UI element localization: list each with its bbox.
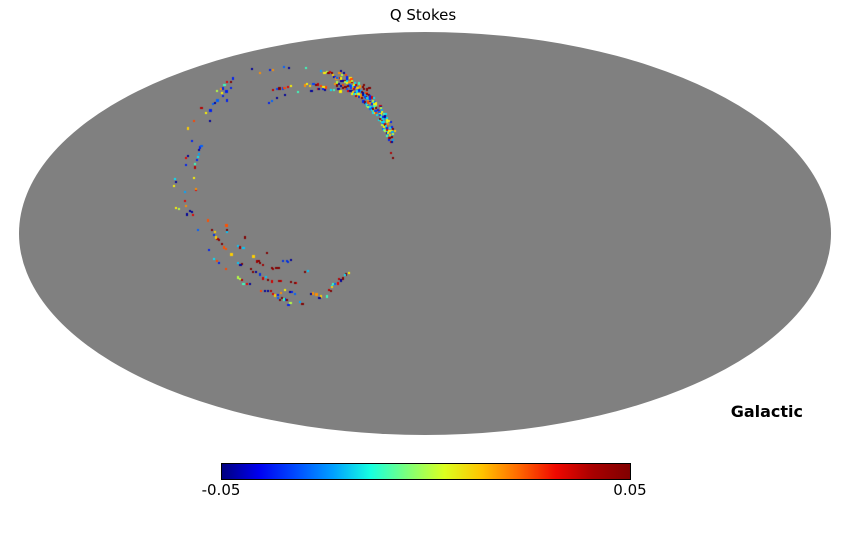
colorbar-max-label: 0.05 xyxy=(613,481,647,499)
colorbar-min-label: -0.05 xyxy=(201,481,241,499)
coordinate-system-label: Galactic xyxy=(730,402,803,421)
colorbar-gradient xyxy=(221,463,631,480)
